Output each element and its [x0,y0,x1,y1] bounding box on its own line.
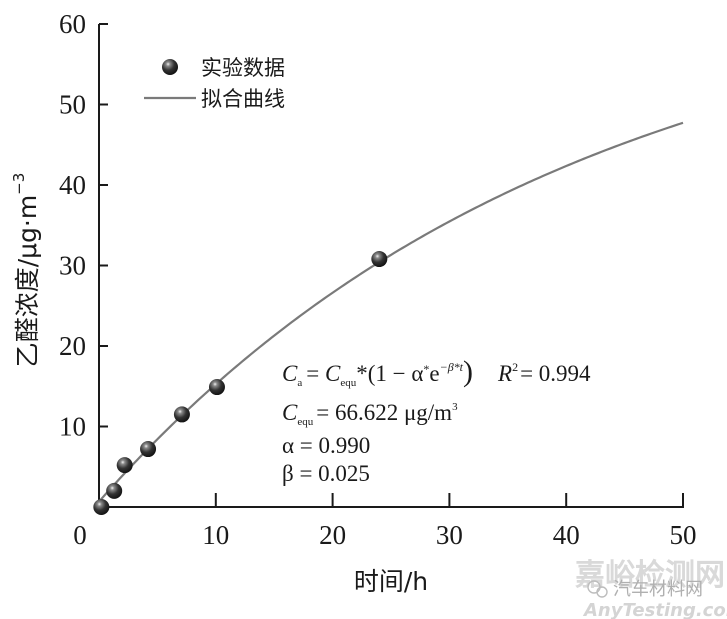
svg-text:Ca= Cequ*(1 − α*e−β*t): Ca = Cequ*(1 − α*e−β*t) [282,355,473,389]
data-point [116,457,133,474]
x-tick-label: 20 [319,520,346,550]
beta-line: β = 0.025 [282,461,370,486]
y-axis-title: 乙醛浓度/μg·m−3 [10,173,42,368]
x-tick-label: 40 [553,520,580,550]
watermark-line3: AnyTesting.com [582,600,727,619]
data-point [93,499,110,515]
cequ-label: C [282,400,298,425]
watermark: 嘉峪检测网 汽车材料网 AnyTesting.com [575,558,727,619]
r2-label: R [497,361,512,386]
alpha-line: α = 0.990 [282,433,370,458]
data-point [173,406,190,423]
y-tick-label: 50 [59,90,86,120]
eq-rhs-sub: equ [340,377,356,389]
legend: 实验数据 拟合曲线 [144,56,285,111]
watermark-line2: 汽车材料网 [613,579,703,600]
r2-value: = 0.994 [520,361,591,386]
legend-item-fit-curve: 拟合曲线 [144,87,285,111]
sphere-marker-icon [162,59,178,75]
x-tick-label: 50 [670,520,697,550]
legend-label: 实验数据 [201,56,285,80]
legend-label: 拟合曲线 [201,87,285,111]
x-tick-label: 30 [436,520,463,550]
eq-exp-base: e [429,361,439,386]
eq-exp: −β*t [440,360,464,374]
y-tick-label: 20 [59,331,86,361]
data-point [208,379,225,396]
wechat-logo-icon [587,580,608,598]
y-axis-title-sup: −3 [10,173,28,195]
eq-lhs-sub: a [297,377,302,389]
y-ticks: 10 20 30 40 50 60 [59,9,108,442]
x-ticks: 0 10 20 30 40 50 [73,493,697,550]
eq-body: *(1 − α [356,361,423,386]
legend-item-experimental-data: 实验数据 [162,56,285,80]
axes: 10 20 30 40 50 60 0 10 20 30 40 50 [59,9,697,550]
cequ-sub: equ [297,416,313,428]
equation-annotation: Ca = Cequ*(1 − α*e−β*t) R2= 0.994 Cequ = 6… [282,355,591,486]
x-tick-label: 0 [73,520,87,550]
fit-curve-line [98,121,684,503]
cequ-value: = 66.622 μg/m [316,400,452,425]
x-tick-label: 10 [202,520,229,550]
eq-rhs-c: C [325,361,341,386]
y-tick-label: 40 [59,170,86,200]
y-tick-label: 30 [59,251,86,281]
svg-text:Cequ= 66.622 μg/m3: Cequ = 66.622 μg/m3 [282,400,458,428]
y-axis-title-text: 乙醛浓度/μg·m [13,195,42,368]
y-tick-label: 60 [59,9,86,39]
eq-lhs: C [282,361,298,386]
y-tick-label: 10 [59,412,86,442]
data-point [371,251,388,268]
svg-text:乙醛浓度/μg·m−3: 乙醛浓度/μg·m−3 [10,173,42,368]
data-points [93,251,388,515]
cequ-unit-sup: 3 [452,401,458,413]
data-point [140,441,157,458]
data-point [106,482,123,499]
x-axis-title: 时间/h [354,567,428,596]
svg-text:R2= 0.994: R2= 0.994 [497,360,591,386]
